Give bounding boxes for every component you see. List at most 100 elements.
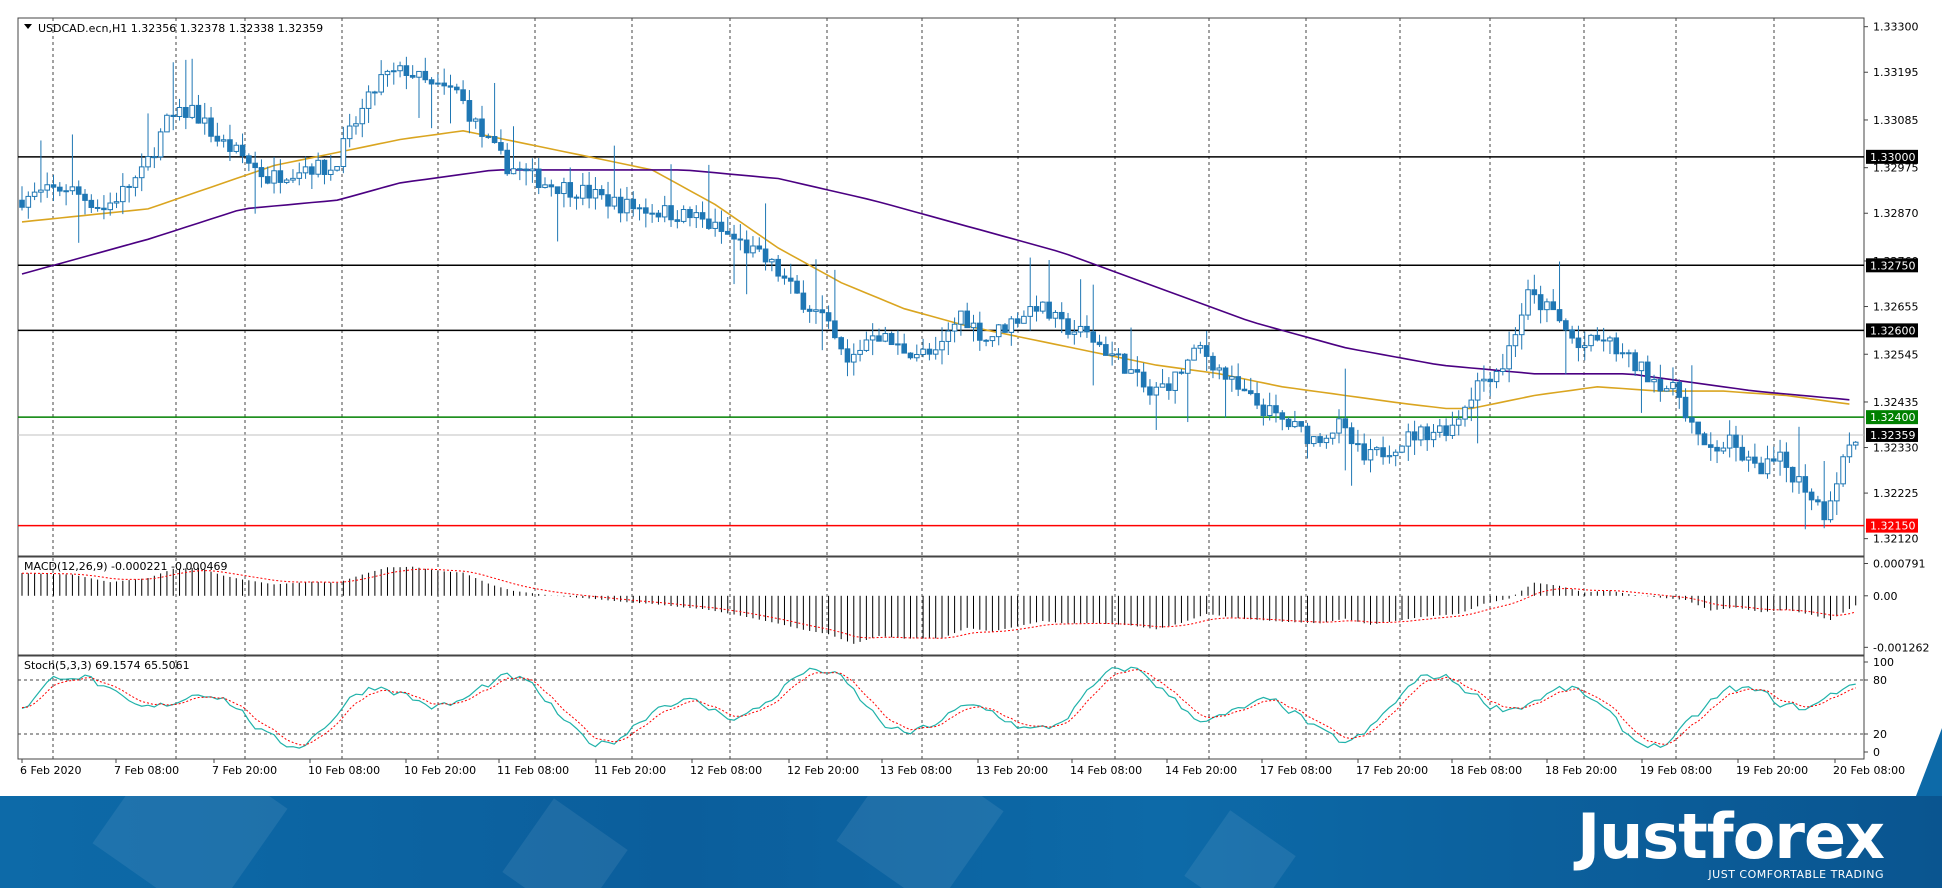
candle-body: [913, 353, 920, 359]
banner-shape: [502, 798, 628, 888]
candle-body: [126, 185, 132, 188]
candle-body: [309, 166, 315, 175]
candle-body: [1852, 441, 1859, 446]
dropdown-triangle-icon[interactable]: [24, 24, 32, 29]
candle-body: [428, 79, 435, 85]
candle-body: [1833, 483, 1840, 502]
banner-shape: [836, 796, 1004, 888]
macd-axis: 0.000791 0.00 -0.001262: [1864, 557, 1929, 654]
candle-body: [390, 70, 397, 73]
candle-body: [554, 186, 561, 195]
candle-body: [296, 172, 303, 179]
symbol-header: USDCAD.ecn,H1 1.32356 1.32378 1.32338 1.…: [38, 22, 323, 35]
candle-body: [189, 104, 195, 118]
candle-body: [57, 186, 63, 192]
candle-body: [813, 309, 819, 312]
candle-body: [737, 238, 744, 241]
candle-body: [1386, 455, 1393, 458]
candle-body: [25, 195, 32, 208]
candle-body: [819, 309, 826, 314]
price-tick-label: 1.32870: [1873, 207, 1919, 220]
candle-body: [787, 277, 794, 282]
candle-body: [365, 91, 372, 109]
current-price-bg: [1866, 427, 1918, 442]
candle-body: [227, 139, 233, 152]
candle-body: [1273, 405, 1279, 414]
candle-body: [201, 117, 208, 124]
candle-body: [1121, 353, 1128, 374]
candle-body: [346, 125, 353, 140]
candle-body: [327, 169, 334, 175]
candle-body: [680, 209, 687, 222]
candle-body: [1355, 443, 1361, 446]
candle-body: [1109, 353, 1115, 356]
candle-body: [1663, 388, 1670, 392]
candle-body: [882, 333, 889, 342]
candle-body: [718, 221, 725, 232]
brand-logo[interactable]: Justforex: [1577, 800, 1885, 873]
candle-body: [598, 189, 605, 196]
candle-body: [750, 245, 756, 254]
candle-body: [491, 136, 498, 144]
level-label: 1.32150: [1870, 520, 1916, 533]
level-labels: 1.33000 1.32750 1.32600 1.32400 1.32150 1.323…: [1866, 149, 1918, 533]
candle-body: [1619, 352, 1626, 355]
candle-body: [384, 70, 391, 76]
candle-body: [151, 156, 158, 159]
candle-body: [416, 70, 422, 78]
candle-body: [113, 201, 120, 204]
candle-body: [1210, 355, 1216, 371]
candle-body: [498, 142, 504, 151]
candle-body: [712, 221, 718, 229]
candle-body: [1575, 337, 1582, 349]
candle-body: [699, 212, 706, 220]
candle-body: [1449, 424, 1456, 436]
candle-body: [1077, 325, 1084, 333]
macd-header: MACD(12,26,9) -0.000221 -0.000469: [24, 560, 227, 573]
candle-body: [1689, 417, 1695, 423]
candle-body: [1569, 329, 1575, 339]
brand-tagline: JUST COMFORTABLE TRADING: [1708, 868, 1884, 881]
time-label: 6 Feb 2020: [20, 764, 81, 777]
candle-body: [1657, 378, 1664, 392]
candle-body: [1512, 334, 1519, 347]
candle-body: [1670, 381, 1676, 390]
candle-body: [277, 170, 284, 183]
candle-body: [630, 198, 637, 210]
candle-body: [1405, 431, 1412, 447]
candle-body: [1726, 434, 1733, 449]
price-tick-label: 1.32975: [1873, 162, 1919, 175]
candle-body: [769, 258, 775, 263]
stoch-axis: 100 80 20 0: [1864, 656, 1894, 759]
candle-body: [517, 168, 523, 171]
macd-tick-label: 0.000791: [1873, 557, 1926, 570]
candle-body: [1632, 352, 1638, 372]
macd-tick-label: 0.00: [1873, 590, 1898, 603]
candle-body: [932, 349, 939, 355]
candle-body: [1348, 427, 1355, 445]
stoch-tick-label: 100: [1873, 656, 1894, 669]
candle-body: [82, 193, 88, 201]
price-tick-label: 1.33085: [1873, 114, 1919, 127]
candle-body: [1638, 361, 1645, 372]
candle-body: [1468, 399, 1475, 408]
candle-body: [1191, 347, 1197, 361]
candle-body: [1166, 383, 1172, 391]
time-label: 12 Feb 20:00: [787, 764, 859, 777]
macd-signal-line: [22, 568, 1856, 639]
candle-body: [945, 330, 952, 342]
time-label: 11 Feb 20:00: [594, 764, 666, 777]
candle-body: [220, 139, 227, 142]
candle-body: [1418, 426, 1424, 441]
candle-body: [832, 320, 838, 339]
candle-body: [1613, 337, 1620, 355]
candle-body: [94, 206, 101, 209]
time-label: 19 Feb 08:00: [1640, 764, 1712, 777]
candle-body: [876, 335, 882, 342]
candle-body: [504, 149, 511, 175]
candle-body: [1153, 386, 1160, 396]
time-label: 17 Feb 20:00: [1356, 764, 1428, 777]
candle-body: [1184, 359, 1191, 374]
chart-canvas[interactable]: 1.33300 1.33195 1.33085 1.32975 1.32870 1.327…: [0, 0, 1942, 796]
candle-body: [290, 177, 296, 181]
